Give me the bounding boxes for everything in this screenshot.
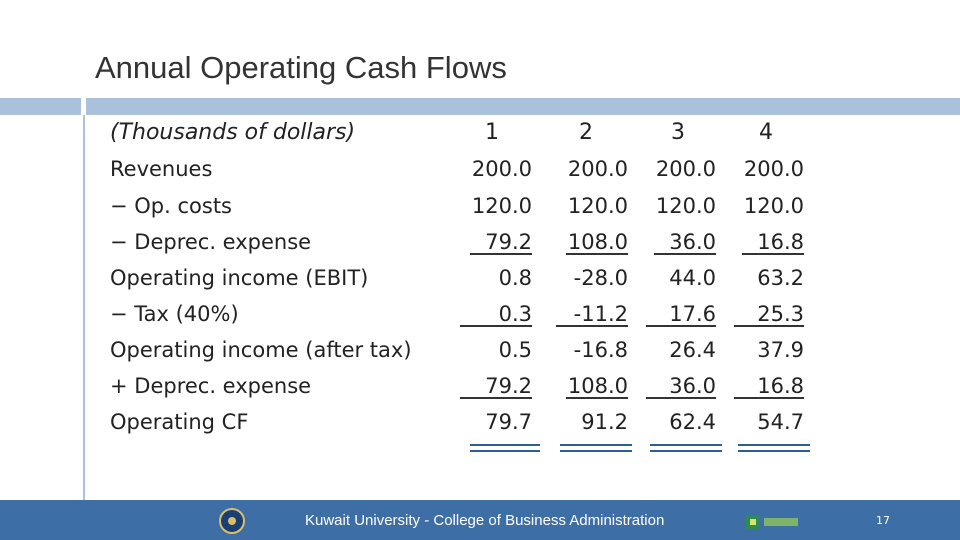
cell-oi-after-tax-y2: -16.8 [573, 338, 628, 362]
units-label: (Thousands of dollars) [110, 120, 356, 145]
cell-revenues-y4: 200.0 [743, 157, 804, 181]
tax-rule-y2 [556, 325, 628, 327]
cell-opcosts-y1: 120.0 [471, 194, 532, 218]
year-header-1: 1 [485, 120, 499, 145]
deprec-rule-y4 [734, 397, 804, 399]
cell-operating-cf-y4: 54.7 [757, 410, 804, 434]
year-header-4: 4 [759, 120, 773, 145]
title-accent-bar-right [86, 98, 960, 115]
cell-tax-y1: 0.3 [498, 302, 532, 326]
row-label-ebit: Operating income (EBIT) [110, 266, 369, 290]
cell-tax-y2: -11.2 [573, 302, 628, 326]
cell-ebit-y4: 63.2 [757, 266, 804, 290]
subtotal-rule-y1 [470, 253, 532, 255]
cell-ebit-y2: -28.0 [573, 266, 628, 290]
double-rule-y1-bottom [470, 450, 540, 452]
subtotal-rule-y3 [654, 253, 716, 255]
cell-operating-cf-y2: 91.2 [581, 410, 628, 434]
double-rule-y3-top [650, 444, 722, 446]
deprec-rule-y3 [646, 397, 716, 399]
year-header-3: 3 [671, 120, 685, 145]
double-rule-y3-bottom [650, 450, 722, 452]
tax-rule-y1 [460, 325, 532, 327]
double-rule-y4-bottom [738, 450, 810, 452]
left-vertical-rule [83, 115, 85, 500]
cell-add-deprec-y3: 36.0 [669, 374, 716, 398]
tax-rule-y3 [646, 325, 716, 327]
deprec-rule-y2 [566, 397, 628, 399]
title-accent-gap [81, 98, 86, 115]
cell-add-deprec-y1: 79.2 [485, 374, 532, 398]
cell-tax-y4: 25.3 [757, 302, 804, 326]
row-label-revenues: Revenues [110, 157, 213, 181]
row-label-op-costs: − Op. costs [110, 194, 232, 218]
cell-deprec-y3: 36.0 [669, 230, 716, 254]
year-header-2: 2 [579, 120, 593, 145]
deprec-rule-y1 [460, 397, 532, 399]
cell-deprec-y1: 79.2 [485, 230, 532, 254]
college-logo-icon [746, 515, 798, 529]
university-seal-icon [219, 508, 245, 534]
cell-add-deprec-y4: 16.8 [757, 374, 804, 398]
cell-tax-y3: 17.6 [669, 302, 716, 326]
row-label-operating-cf: Operating CF [110, 410, 249, 434]
cell-deprec-y4: 16.8 [757, 230, 804, 254]
row-label-add-deprec: + Deprec. expense [110, 374, 312, 398]
title-accent-bar-left [0, 98, 81, 115]
slide-title: Annual Operating Cash Flows [95, 50, 507, 85]
double-rule-y2-bottom [560, 450, 632, 452]
cell-opcosts-y4: 120.0 [743, 194, 804, 218]
cell-ebit-y3: 44.0 [669, 266, 716, 290]
row-label-oi-after-tax: Operating income (after tax) [110, 338, 412, 362]
cell-operating-cf-y1: 79.7 [485, 410, 532, 434]
row-label-deprec: − Deprec. expense [110, 230, 312, 254]
cell-revenues-y3: 200.0 [655, 157, 716, 181]
cell-deprec-y2: 108.0 [567, 230, 628, 254]
cell-opcosts-y2: 120.0 [567, 194, 628, 218]
row-label-tax: − Tax (40%) [110, 302, 239, 326]
cell-opcosts-y3: 120.0 [655, 194, 716, 218]
subtotal-rule-y4 [742, 253, 804, 255]
cell-oi-after-tax-y1: 0.5 [498, 338, 532, 362]
double-rule-y2-top [560, 444, 632, 446]
tax-rule-y4 [734, 325, 804, 327]
footer-text: Kuwait University - College of Business … [305, 512, 665, 529]
double-rule-y1-top [470, 444, 540, 446]
cell-oi-after-tax-y4: 37.9 [757, 338, 804, 362]
cell-operating-cf-y3: 62.4 [669, 410, 716, 434]
footer-bar [0, 500, 960, 540]
double-rule-y4-top [738, 444, 810, 446]
cell-add-deprec-y2: 108.0 [567, 374, 628, 398]
cell-revenues-y2: 200.0 [567, 157, 628, 181]
page-number: 17 [876, 514, 890, 527]
cell-ebit-y1: 0.8 [498, 266, 532, 290]
subtotal-rule-y2 [566, 253, 628, 255]
cell-oi-after-tax-y3: 26.4 [669, 338, 716, 362]
cell-revenues-y1: 200.0 [471, 157, 532, 181]
